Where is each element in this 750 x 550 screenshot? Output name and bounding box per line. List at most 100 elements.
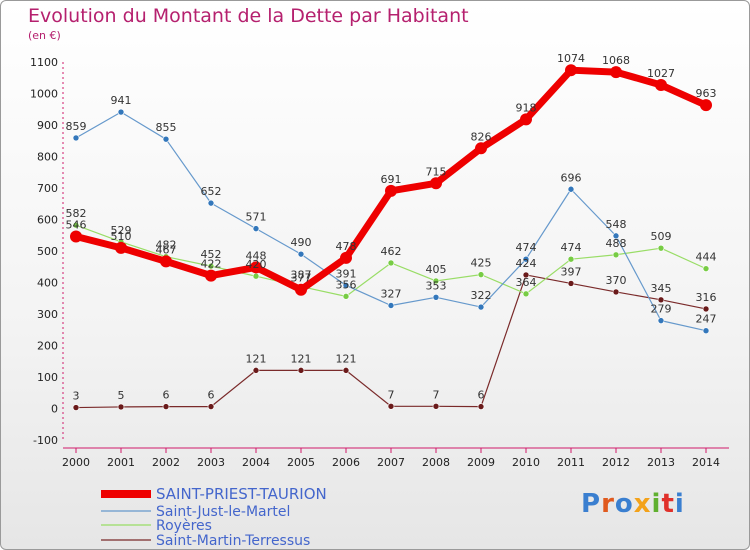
data-label: 356 bbox=[336, 278, 357, 291]
data-point bbox=[387, 259, 395, 267]
y-tick-label: 700 bbox=[37, 182, 58, 195]
data-label: 391 bbox=[336, 267, 357, 280]
data-label: 467 bbox=[156, 243, 177, 256]
data-label: 715 bbox=[426, 165, 447, 178]
proxiti-logo: Proxiti bbox=[581, 489, 685, 519]
data-point bbox=[610, 66, 622, 79]
data-label: 452 bbox=[201, 248, 222, 261]
x-tick-label: 2014 bbox=[692, 456, 720, 469]
data-label: 7 bbox=[433, 388, 440, 401]
logo-letter: t bbox=[661, 489, 675, 519]
y-tick-label: 1100 bbox=[30, 56, 58, 69]
x-tick-label: 2007 bbox=[377, 456, 405, 469]
data-point bbox=[432, 277, 440, 285]
y-tick-label: 0 bbox=[51, 403, 58, 416]
data-label: 510 bbox=[111, 230, 132, 243]
data-point bbox=[252, 225, 260, 232]
data-label: 826 bbox=[471, 130, 492, 143]
x-tick-label: 2003 bbox=[197, 456, 225, 469]
data-point bbox=[477, 403, 485, 410]
data-label: 5 bbox=[118, 389, 125, 402]
data-label: 488 bbox=[606, 237, 627, 250]
data-label: 377 bbox=[291, 272, 312, 285]
x-tick-label: 2010 bbox=[512, 456, 540, 469]
data-point bbox=[387, 402, 395, 410]
data-label: 859 bbox=[66, 120, 87, 133]
legend-label: Saint-Martin-Terressus bbox=[156, 533, 310, 549]
data-label: 582 bbox=[66, 207, 87, 220]
x-tick-label: 2012 bbox=[602, 456, 630, 469]
data-label: 529 bbox=[111, 224, 132, 237]
data-label: 855 bbox=[156, 121, 177, 134]
data-point bbox=[477, 303, 485, 311]
data-label: 509 bbox=[651, 230, 672, 243]
data-label: 279 bbox=[651, 303, 672, 316]
data-point bbox=[702, 327, 710, 334]
x-tick-label: 2005 bbox=[287, 456, 315, 469]
y-tick-label: 900 bbox=[37, 119, 58, 132]
data-point bbox=[702, 305, 710, 313]
data-point bbox=[252, 272, 260, 280]
logo-letter: i bbox=[674, 489, 685, 519]
data-point bbox=[162, 403, 170, 410]
data-point bbox=[205, 269, 217, 282]
data-point bbox=[297, 250, 305, 258]
data-point bbox=[72, 404, 80, 411]
logo-letter: x bbox=[633, 489, 652, 519]
x-tick-label: 2006 bbox=[332, 456, 360, 469]
data-label: 3 bbox=[73, 390, 80, 403]
data-label: 121 bbox=[291, 352, 312, 365]
data-point bbox=[297, 367, 305, 374]
data-label: 691 bbox=[381, 173, 402, 186]
data-point bbox=[567, 280, 575, 287]
data-label: 345 bbox=[651, 282, 672, 295]
chart-title: Evolution du Montant de la Dette par Hab… bbox=[28, 5, 469, 27]
chart-unit: (en €) bbox=[28, 29, 61, 42]
data-point bbox=[342, 293, 350, 300]
data-label: 1068 bbox=[602, 54, 630, 67]
data-label: 424 bbox=[516, 257, 537, 270]
data-point bbox=[702, 265, 710, 272]
data-label: 322 bbox=[471, 289, 492, 302]
x-tick-label: 2013 bbox=[647, 456, 675, 469]
data-point bbox=[657, 317, 665, 324]
data-point bbox=[70, 230, 82, 243]
data-point bbox=[522, 290, 530, 298]
x-tick-label: 2002 bbox=[152, 456, 180, 469]
data-point bbox=[72, 221, 80, 229]
data-label: 7 bbox=[388, 388, 395, 401]
y-tick-label: 600 bbox=[37, 214, 58, 227]
data-label: 425 bbox=[471, 257, 492, 270]
data-label: 422 bbox=[201, 258, 222, 271]
data-point bbox=[387, 302, 395, 309]
data-label: 6 bbox=[163, 389, 170, 402]
data-point bbox=[250, 261, 262, 274]
data-point bbox=[612, 232, 620, 240]
data-point bbox=[342, 282, 350, 289]
data-label: 918 bbox=[516, 101, 537, 114]
data-label: 444 bbox=[696, 251, 717, 264]
data-point bbox=[340, 251, 352, 264]
data-label: 121 bbox=[336, 352, 357, 365]
data-label: 1027 bbox=[647, 67, 675, 80]
data-point bbox=[160, 255, 172, 268]
data-label: 941 bbox=[111, 94, 132, 107]
data-label: 370 bbox=[606, 274, 627, 287]
data-point bbox=[72, 134, 80, 142]
data-label: 696 bbox=[561, 171, 582, 184]
data-label: 327 bbox=[381, 287, 402, 300]
data-point bbox=[612, 288, 620, 296]
data-point bbox=[700, 99, 712, 112]
data-label: 1074 bbox=[557, 52, 585, 65]
data-point bbox=[565, 64, 577, 77]
y-tick-label: 1000 bbox=[30, 88, 58, 101]
logo-letter: r bbox=[601, 489, 615, 519]
data-label: 652 bbox=[201, 185, 222, 198]
data-point bbox=[207, 199, 215, 207]
legend-label: Saint-Just-le-Martel bbox=[156, 504, 290, 520]
x-tick-label: 2001 bbox=[107, 456, 135, 469]
data-label: 121 bbox=[246, 352, 267, 365]
data-point bbox=[520, 113, 532, 126]
